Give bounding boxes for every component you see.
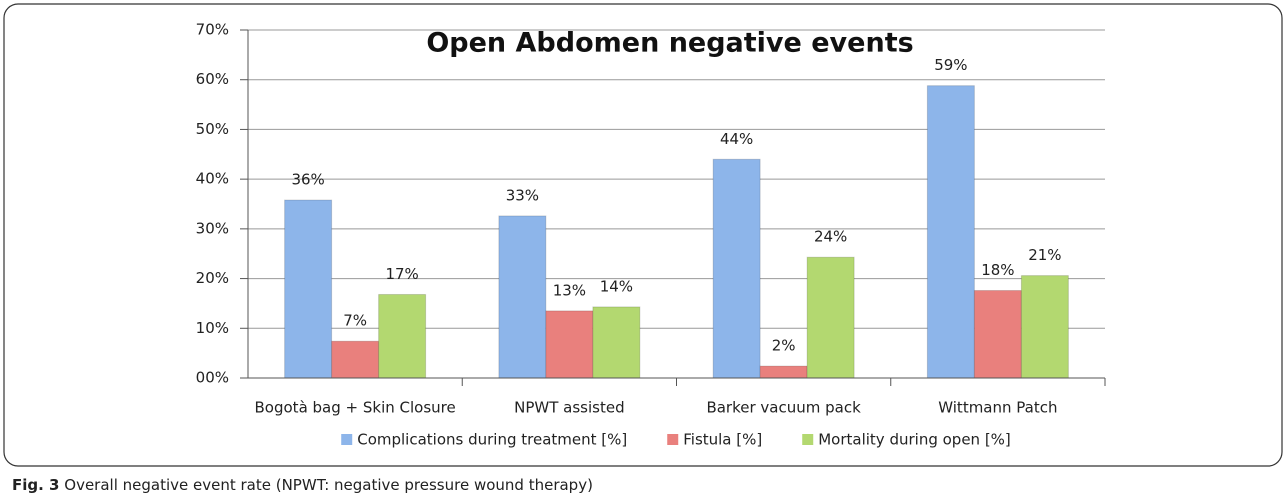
bar [378, 293, 427, 379]
bar [592, 306, 641, 379]
figure-border [3, 3, 1283, 467]
value-label: 7% [343, 312, 367, 330]
value-label: 14% [600, 277, 633, 295]
x-tick-label: NPWT assisted [514, 399, 624, 417]
bar [926, 85, 975, 379]
bar [1020, 275, 1069, 379]
bar [712, 158, 761, 379]
bar [284, 199, 333, 379]
y-tick-label: 20% [196, 269, 229, 287]
legend-label: Mortality during open [%] [818, 431, 1011, 449]
x-tick-label: Bogotà bag + Skin Closure [255, 399, 456, 417]
y-tick-label: 40% [196, 170, 229, 188]
y-tick-label: 50% [196, 120, 229, 138]
x-tick-label: Barker vacuum pack [706, 399, 861, 417]
value-label: 24% [814, 228, 847, 246]
bar [331, 340, 380, 379]
value-label: 13% [553, 281, 586, 299]
bar [545, 310, 594, 379]
caption-text: Overall negative event rate (NPWT: negat… [64, 476, 593, 494]
value-label: 33% [506, 186, 539, 204]
y-tick-label: 70% [196, 21, 229, 39]
y-tick-label: 10% [196, 319, 229, 337]
bar [973, 290, 1022, 379]
legend-label: Fistula [%] [683, 431, 762, 449]
value-label: 21% [1028, 246, 1061, 264]
caption-label: Fig. 3 [12, 476, 59, 494]
bar [806, 256, 855, 379]
legend-swatch [802, 434, 814, 445]
caption: Fig. 3 Overall negative event rate (NPWT… [12, 476, 593, 494]
legend-swatch [667, 434, 679, 445]
value-label: 17% [385, 265, 418, 283]
y-tick-label: 60% [196, 70, 229, 88]
y-tick-label: 30% [196, 219, 229, 237]
value-label: 2% [772, 337, 796, 355]
bar [759, 365, 808, 379]
value-label: 36% [291, 171, 324, 189]
value-label: 59% [934, 56, 967, 74]
x-tick-label: Wittmann Patch [938, 399, 1057, 417]
bar [498, 215, 547, 379]
y-tick-label: 00% [196, 369, 229, 387]
value-label: 44% [720, 130, 753, 148]
legend-swatch [341, 434, 353, 445]
legend-label: Complications during treatment [%] [357, 431, 627, 449]
value-label: 18% [981, 261, 1014, 279]
chart-title: Open Abdomen negative events [426, 28, 913, 59]
